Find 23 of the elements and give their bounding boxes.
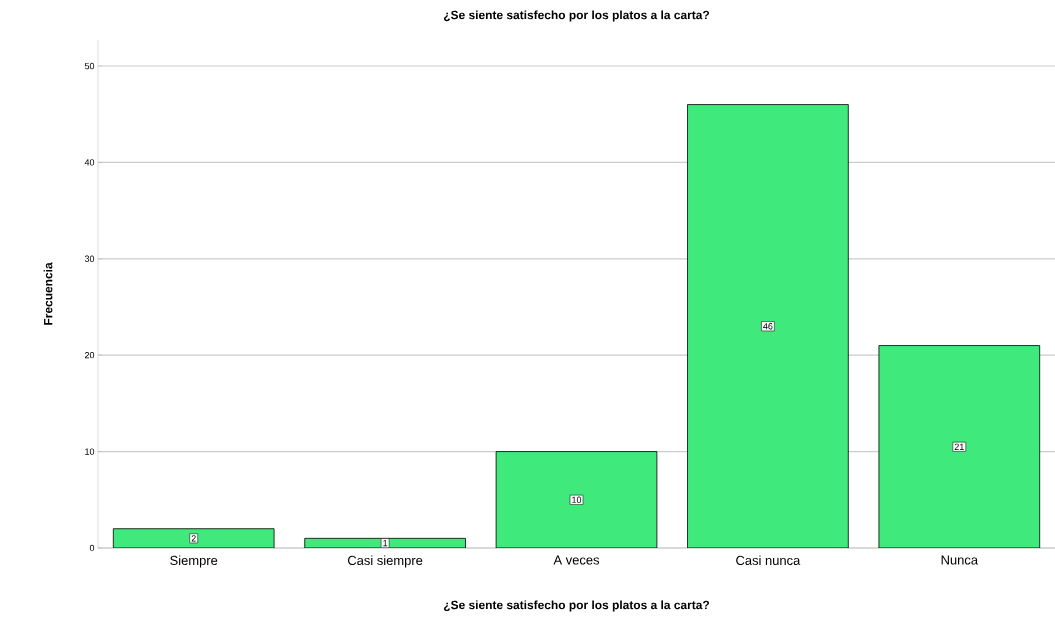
- y-tick-label: 30: [84, 255, 95, 262]
- data-label: 2: [191, 535, 196, 542]
- y-tick-label: 10: [85, 448, 95, 455]
- bar: [495, 451, 658, 548]
- data-label: 21: [954, 443, 964, 450]
- x-tick-label: Casi siempre: [347, 555, 423, 568]
- y-tick-label: 20: [84, 352, 95, 359]
- data-label: 10: [572, 496, 582, 503]
- x-tick-label: Casi nunca: [736, 555, 801, 566]
- y-tick-label: 40: [84, 159, 95, 166]
- x-tick-label: Siempre: [170, 555, 218, 568]
- data-label: 46: [763, 323, 773, 330]
- chart-title: ¿Se siente satisfecho por los platos a la carta?: [443, 10, 710, 22]
- y-axis-title: Frecuencia: [43, 262, 53, 325]
- x-axis-title: ¿Se siente satisfecho por los platos a la carta?: [443, 600, 710, 612]
- y-tick-label: 50: [84, 62, 95, 70]
- bar: [112, 528, 275, 548]
- x-tick-label: Nunca: [941, 555, 979, 565]
- data-label: 1: [383, 540, 388, 547]
- x-tick-label: A veces: [553, 555, 600, 565]
- y-tick-label: 0: [89, 544, 95, 552]
- bar: [687, 104, 849, 548]
- bar: [878, 345, 1041, 548]
